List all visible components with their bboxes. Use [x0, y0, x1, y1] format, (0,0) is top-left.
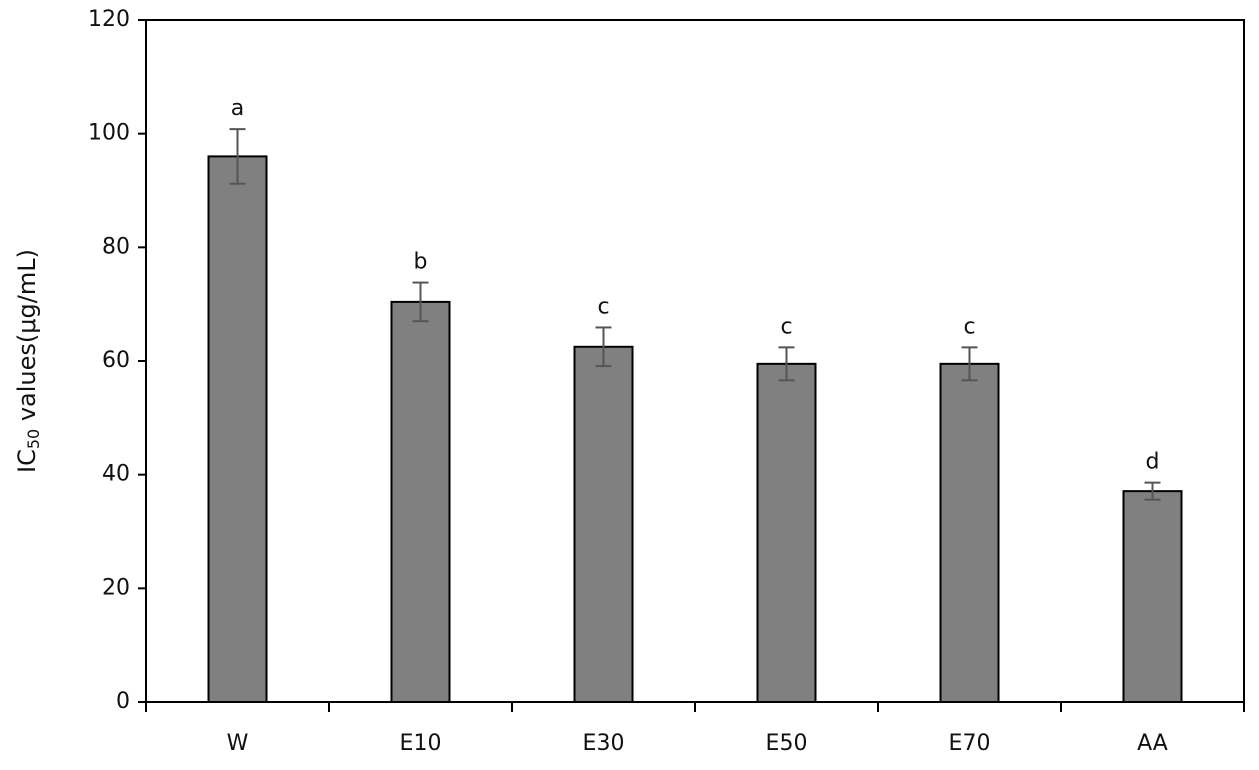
- y-tick-label: 100: [88, 121, 130, 146]
- error-bar: [229, 128, 246, 185]
- error-bar: [412, 281, 429, 323]
- bar: [756, 362, 817, 703]
- annotation: a: [231, 96, 244, 121]
- bar: [939, 362, 1000, 703]
- x-tick-label: W: [227, 731, 249, 756]
- y-tick-label: 0: [116, 689, 130, 714]
- x-tick-label: E30: [583, 731, 625, 756]
- plot-frame: [145, 19, 1245, 703]
- bar: [573, 345, 634, 703]
- y-label-main: IC: [13, 449, 41, 473]
- y-axis-label: IC50 values(μg/mL): [13, 249, 43, 473]
- error-bar: [778, 346, 795, 382]
- annotation: c: [597, 294, 609, 319]
- x-tick-label: AA: [1137, 731, 1168, 756]
- y-tick-label: 60: [102, 348, 130, 373]
- bar: [390, 300, 451, 703]
- x-tick-label: E50: [766, 731, 808, 756]
- error-bar: [1144, 481, 1161, 501]
- error-bar: [595, 326, 612, 368]
- y-label-sub: 50: [24, 429, 43, 449]
- y-tick-label: 40: [102, 462, 130, 487]
- x-tick-label: E10: [400, 731, 442, 756]
- error-bar: [961, 346, 978, 382]
- bar: [1122, 490, 1183, 704]
- annotation: c: [780, 314, 792, 339]
- annotation: d: [1146, 450, 1160, 475]
- y-tick-label: 120: [88, 7, 130, 32]
- y-tick-label: 20: [102, 575, 130, 600]
- y-tick-label: 80: [102, 234, 130, 259]
- bar: [207, 155, 268, 703]
- x-tick-label: E70: [949, 731, 991, 756]
- y-label-rest: values(μg/mL): [13, 249, 41, 429]
- annotation: c: [963, 314, 975, 339]
- annotation: b: [414, 250, 428, 275]
